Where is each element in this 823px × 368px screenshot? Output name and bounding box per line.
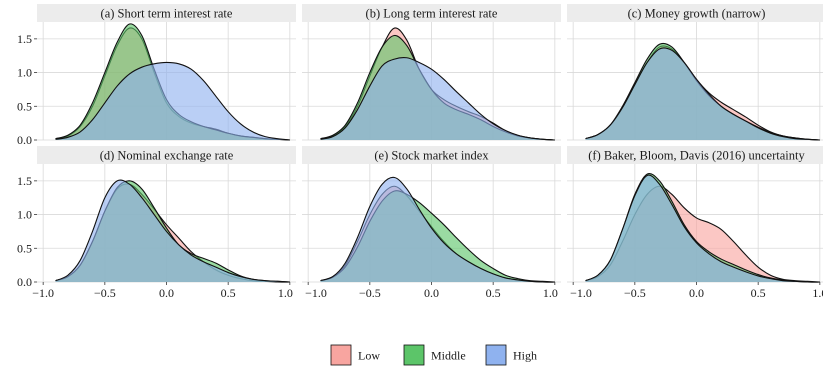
y-tick-label: 1.5 bbox=[17, 32, 32, 46]
facet-title: (e) Stock market index bbox=[374, 149, 489, 163]
x-tick-label: −1.0 bbox=[570, 286, 592, 300]
density-line-high bbox=[55, 61, 290, 141]
legend-swatch-low bbox=[330, 344, 352, 366]
y-tick-label: 1.0 bbox=[17, 66, 32, 80]
x-tick-label: 0.0 bbox=[424, 286, 439, 300]
density-line-high bbox=[320, 56, 555, 141]
facet-panel-5: (e) Stock market index −1.0 −0.5 0.0 0.5 1.0 bbox=[302, 146, 561, 300]
facet-strip bbox=[567, 146, 823, 164]
x-tick-label: −1.0 bbox=[305, 286, 327, 300]
legend-swatch-high bbox=[485, 344, 507, 366]
density-area-high bbox=[320, 177, 555, 283]
x-tick-label: 0.5 bbox=[751, 286, 766, 300]
x-tick-label: 0.0 bbox=[689, 286, 704, 300]
density-area-high bbox=[55, 180, 290, 282]
legend-label-low: Low bbox=[358, 349, 380, 363]
facet-title: (c) Money growth (narrow) bbox=[628, 7, 766, 21]
x-tick-label: 0.0 bbox=[159, 286, 174, 300]
facet-panel-1: (a) Short term interest rate 0.0 0.5 1.0 1.5 bbox=[17, 4, 296, 147]
facet-strip bbox=[567, 4, 823, 22]
legend-label-middle: Middle bbox=[431, 349, 466, 363]
x-tick-label: −0.5 bbox=[94, 286, 116, 300]
x-tick-label: 0.5 bbox=[486, 286, 501, 300]
facet-panel-3: (c) Money growth (narrow) bbox=[567, 4, 823, 141]
y-tick-label: 0.0 bbox=[17, 133, 32, 147]
facet-panel-4: (d) Nominal exchange rate 0.0 0.5 1.0 1.5 −1.… bbox=[17, 146, 296, 300]
facet-strip bbox=[302, 146, 561, 164]
facet-title: (f) Baker, Bloom, Davis (2016) uncertain… bbox=[588, 149, 805, 163]
y-tick-label: 0.5 bbox=[17, 99, 32, 113]
y-tick-label: 1.5 bbox=[17, 174, 32, 188]
density-area-high bbox=[585, 175, 820, 283]
facet-strip bbox=[37, 146, 296, 164]
facet-panel-2: (b) Long term interest rate bbox=[302, 4, 561, 141]
density-line-high bbox=[320, 176, 555, 283]
legend-label-high: High bbox=[513, 349, 537, 363]
facet-strip bbox=[302, 4, 561, 22]
density-line-high bbox=[55, 179, 290, 283]
y-tick-label: 1.0 bbox=[17, 208, 32, 222]
facet-title: (d) Nominal exchange rate bbox=[100, 149, 234, 163]
x-tick-label: 1.0 bbox=[812, 286, 823, 300]
y-tick-label: 0.5 bbox=[17, 241, 32, 255]
x-tick-label: −0.5 bbox=[359, 286, 381, 300]
legend-swatch-middle bbox=[403, 344, 425, 366]
x-tick-label: −0.5 bbox=[624, 286, 646, 300]
density-area-high bbox=[55, 62, 290, 140]
facet-title: (b) Long term interest rate bbox=[366, 7, 498, 21]
density-area-high bbox=[320, 57, 555, 140]
density-line-high bbox=[585, 174, 820, 283]
x-tick-label: 1.0 bbox=[278, 286, 293, 300]
density-line-high bbox=[585, 47, 820, 141]
legend: Low Middle High bbox=[330, 344, 537, 366]
x-tick-label: 0.5 bbox=[221, 286, 236, 300]
x-tick-label: −1.0 bbox=[32, 286, 54, 300]
facet-title: (a) Short term interest rate bbox=[101, 7, 233, 21]
x-tick-label: 1.0 bbox=[543, 286, 558, 300]
y-tick-label: 0.0 bbox=[17, 275, 32, 289]
density-area-high bbox=[585, 47, 820, 141]
facet-panel-6: (f) Baker, Bloom, Davis (2016) uncertain… bbox=[567, 146, 823, 300]
facet-strip bbox=[37, 4, 296, 22]
